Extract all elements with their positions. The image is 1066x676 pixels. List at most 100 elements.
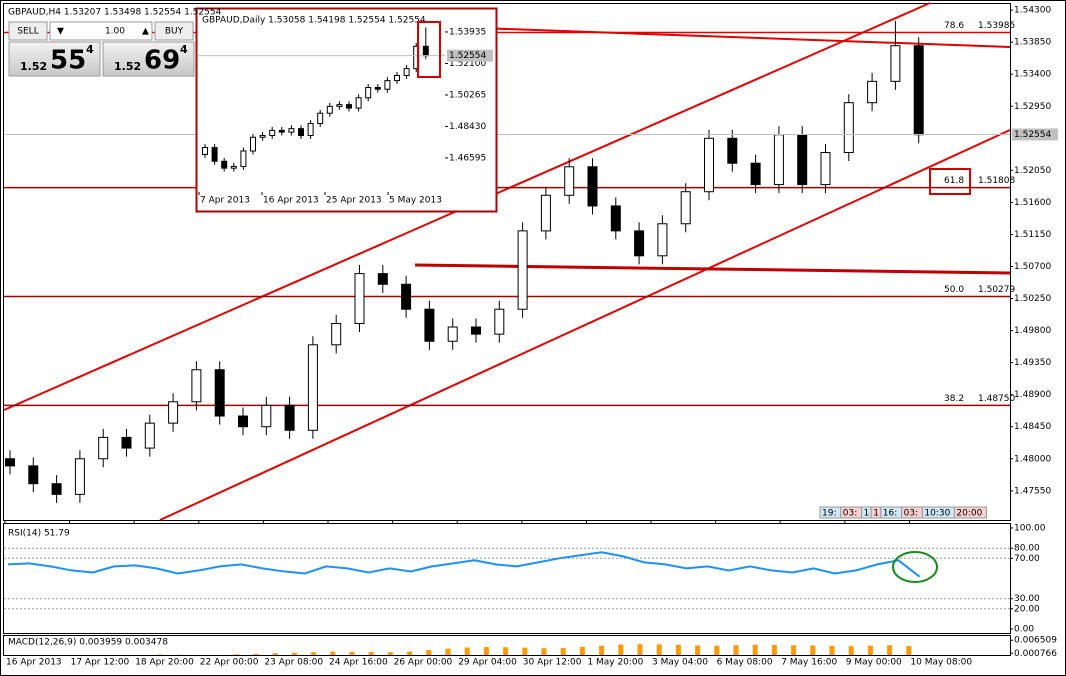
- x-tick-label: 1 May 20:00: [587, 658, 643, 668]
- time-label: 20:00: [956, 509, 982, 519]
- rsi-line: [7, 551, 921, 578]
- y-tick-label: 1.47550: [1014, 486, 1051, 496]
- candle-body: [403, 68, 410, 76]
- ask-sup[interactable]: 4: [180, 43, 188, 56]
- candle-body: [221, 160, 228, 169]
- ask-prefix[interactable]: 1.52: [114, 60, 141, 73]
- current-price-box: [447, 49, 493, 62]
- macd-bar: [387, 652, 393, 655]
- fib-level: 50.0: [944, 285, 964, 295]
- x-tick-label: 29 Apr 04:00: [458, 658, 517, 668]
- bid-box[interactable]: [8, 41, 101, 77]
- candle-body: [284, 404, 295, 431]
- candle-body: [214, 369, 225, 417]
- candle-body: [269, 129, 276, 137]
- candle-body: [634, 230, 645, 257]
- lot-down[interactable]: ▼: [57, 27, 64, 37]
- y-tick-label: 0.000766: [1014, 649, 1057, 659]
- time-label: 1: [864, 509, 870, 519]
- macd-bar: [483, 647, 489, 655]
- y-tick-label: 1.54300: [1014, 6, 1051, 16]
- candle-body: [447, 326, 458, 342]
- candle-body: [307, 123, 314, 137]
- macd-bar: [234, 654, 240, 655]
- bid-sup[interactable]: 4: [86, 43, 94, 56]
- macd-bar: [253, 653, 259, 655]
- current-price-label: 1.52554: [1014, 130, 1051, 140]
- candle-body: [191, 369, 202, 403]
- macd-bar: [829, 645, 835, 655]
- candle-body: [354, 273, 365, 324]
- candle-body: [610, 205, 621, 232]
- sell-button[interactable]: [8, 21, 48, 41]
- candle-body: [517, 230, 528, 310]
- candle-body: [331, 322, 342, 346]
- macd-bar: [637, 644, 643, 655]
- lot-input[interactable]: [49, 21, 153, 41]
- macd-bar: [349, 651, 355, 655]
- x-tick-label: 18 Apr 20:00: [135, 658, 194, 668]
- macd-bar: [771, 645, 777, 655]
- inset-title: GBPAUD,Daily 1.53058 1.54198 1.52554 1.5…: [202, 16, 426, 26]
- candle-body: [401, 283, 412, 310]
- candle-body: [144, 422, 155, 449]
- time-label: 03:: [904, 509, 918, 519]
- lot-value[interactable]: 1.00: [105, 27, 125, 37]
- y-tick-label: 1.51150: [1014, 230, 1051, 240]
- macd-bar: [368, 652, 374, 655]
- bid-big[interactable]: 55: [50, 46, 86, 76]
- x-tick-label: 7 Apr 2013: [200, 196, 250, 206]
- x-tick-label: 23 Apr 08:00: [264, 658, 323, 668]
- candle-body: [28, 465, 39, 485]
- candle-body: [168, 401, 179, 424]
- candle-body: [422, 45, 429, 57]
- candle-body: [494, 308, 505, 335]
- candle-body: [261, 404, 272, 428]
- y-tick-label: 0.006509: [1014, 636, 1057, 646]
- macd-bar: [810, 645, 816, 655]
- macd-bar: [848, 646, 854, 655]
- buy-button[interactable]: [154, 21, 194, 41]
- x-tick-label: 9 May 00:00: [846, 658, 902, 668]
- macd-bar: [560, 647, 566, 655]
- y-tick-label: 1.50265: [449, 90, 486, 100]
- time-label: 03:: [843, 509, 857, 519]
- macd-bar: [541, 648, 547, 655]
- lot-up[interactable]: ▲: [142, 27, 149, 37]
- y-tick-label: 1.51600: [1014, 198, 1051, 208]
- candle-body: [587, 166, 598, 207]
- sell-label[interactable]: SELL: [17, 27, 38, 37]
- ask-box[interactable]: [102, 41, 195, 77]
- time-label: 1: [873, 509, 879, 519]
- bid-prefix[interactable]: 1.52: [20, 60, 47, 73]
- ask-big[interactable]: 69: [144, 46, 180, 76]
- fib-price: 1.51808: [978, 176, 1015, 186]
- candle-body: [230, 165, 237, 169]
- x-tick-label: 6 May 08:00: [717, 658, 773, 668]
- candle-body: [424, 308, 435, 342]
- y-tick-label: 30.00: [1014, 594, 1040, 604]
- y-tick-label: 1.50250: [1014, 294, 1051, 304]
- candle-body: [365, 86, 372, 99]
- time-label: 19:: [822, 509, 836, 519]
- macd-bar: [618, 644, 624, 655]
- candle-body: [540, 194, 551, 232]
- x-tick-label: 25 Apr 2013: [326, 196, 382, 206]
- macd-bar: [522, 647, 528, 655]
- candle-body: [727, 137, 738, 164]
- y-tick-label: 1.53935: [449, 27, 486, 37]
- candle-body: [384, 80, 391, 90]
- buy-label[interactable]: BUY: [165, 27, 184, 37]
- time-box: [953, 506, 987, 519]
- y-tick-label: 1.48430: [449, 122, 486, 132]
- candle-body: [355, 97, 362, 109]
- x-tick-label: 3 May 04:00: [652, 658, 708, 668]
- symbol-info: GBPAUD,H4 1.53207 1.53498 1.52554 1.5255…: [8, 8, 222, 18]
- candle-body: [240, 150, 247, 167]
- macd-bar: [464, 647, 470, 655]
- macd-bar: [867, 645, 873, 655]
- inset-highlight: [417, 21, 441, 78]
